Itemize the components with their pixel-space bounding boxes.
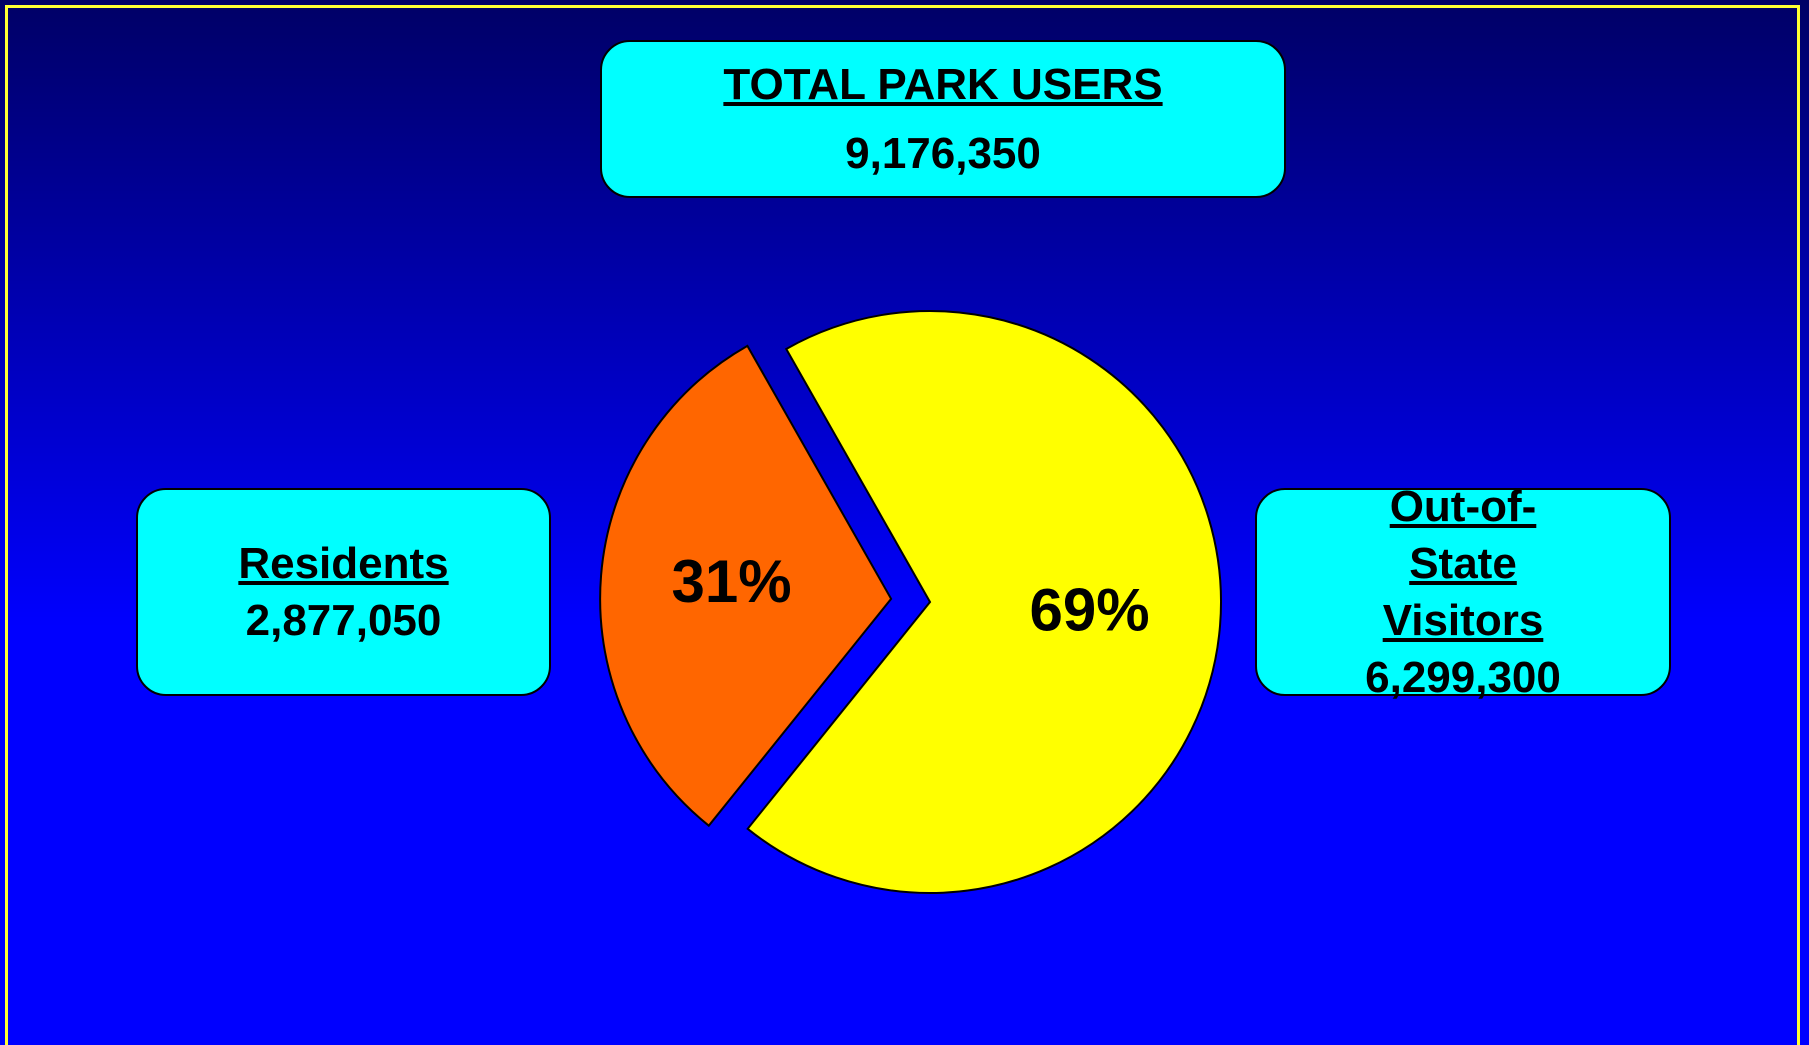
category-label: Residents: [238, 538, 449, 588]
callout: Residents 2,877,050: [136, 488, 551, 696]
pie-slice: [746, 310, 1222, 894]
total: 9,176,350: [845, 128, 1041, 178]
count: 2,877,050: [245, 596, 442, 645]
value-label: 69%: [1029, 577, 1149, 644]
count: 6,299,300: [1365, 653, 1561, 703]
value-label: 31%: [672, 548, 792, 615]
chart-title: TOTAL PARK USERS: [723, 59, 1163, 109]
callout: Out-of-State Visitors 6,299,300: [1255, 482, 1671, 702]
frame: [5, 5, 1800, 1045]
category-label: Out-of-State Visitors: [1382, 481, 1544, 645]
total-box: TOTAL PARK USERS 9,176,350: [600, 40, 1286, 198]
pie-slice: [599, 344, 893, 828]
